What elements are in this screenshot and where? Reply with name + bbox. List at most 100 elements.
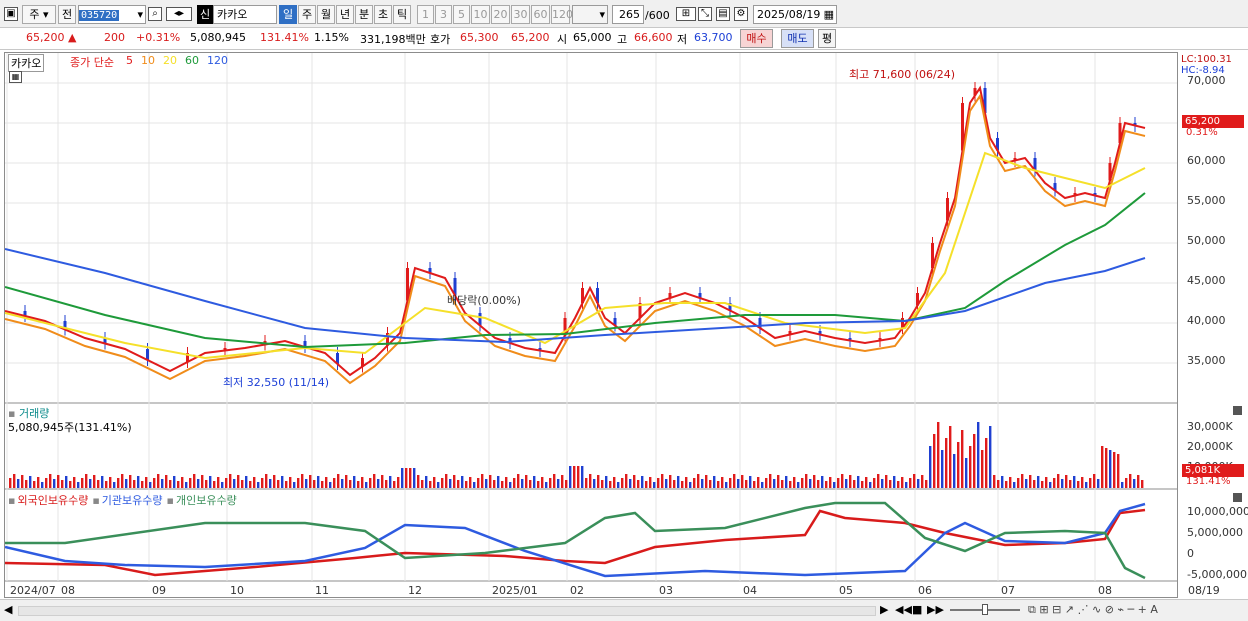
volume-bar (513, 478, 516, 488)
volume-bar (1061, 479, 1064, 488)
stop-icon[interactable]: ■ (912, 603, 923, 616)
period-mode-select[interactable]: 주 ▾ (22, 5, 56, 24)
interval-10-button[interactable]: 10 (471, 5, 490, 24)
volume-bar (461, 476, 464, 488)
scroll-left-icon[interactable]: ◀ (4, 603, 13, 616)
volume-bar (837, 478, 840, 488)
count-input[interactable]: 265 (612, 5, 644, 24)
volume-bar (541, 477, 544, 488)
rewind-icon[interactable]: ◀◀ (895, 603, 912, 616)
pane-close-icon[interactable] (1233, 493, 1242, 502)
x-axis-tick: 02 (570, 584, 584, 597)
interval-1-button[interactable]: 1 (417, 5, 434, 24)
volume-bar (649, 477, 652, 488)
search-icon[interactable]: ⌕ (148, 7, 162, 21)
interval-60-button[interactable]: 60 (531, 5, 550, 24)
volume-bar (677, 476, 680, 488)
dropdown-icon[interactable]: ▾ (137, 8, 143, 21)
volume-bar (33, 481, 36, 488)
draw-icon[interactable]: ⤡ (698, 7, 712, 21)
settings-icon[interactable]: ⚙ (734, 7, 748, 21)
volume-bar (637, 480, 640, 488)
volume-bar (761, 482, 764, 488)
chart-canvas[interactable] (5, 53, 1177, 597)
lc-label: LC:100.31 (1181, 54, 1232, 65)
volume-bar (13, 474, 16, 488)
volume-bar (341, 479, 344, 488)
horizontal-scrollbar[interactable] (18, 606, 876, 616)
volume-bar (81, 478, 84, 488)
volume-ratio: 131.41% (260, 31, 309, 44)
timeframe-6-button[interactable]: 틱 (393, 5, 411, 24)
volume-bar (957, 442, 960, 488)
timeframe-3-button[interactable]: 년 (336, 5, 354, 24)
stock-name-field[interactable]: 카카오 (213, 5, 277, 24)
interval-5-button[interactable]: 5 (453, 5, 470, 24)
date-input[interactable]: 2025/08/19 ▦ (753, 5, 837, 24)
volume-bar (981, 450, 984, 488)
interval-custom-field[interactable]: ▾ (572, 5, 608, 24)
layout-icon[interactable]: ▣ (4, 7, 18, 21)
volume-bar (249, 481, 252, 488)
interval-20-button[interactable]: 20 (491, 5, 510, 24)
interval-3-button[interactable]: 3 (435, 5, 452, 24)
volume-bar (309, 475, 312, 488)
volume-bar (485, 479, 488, 488)
sell-button[interactable]: 매도 (781, 29, 814, 48)
interval-120-button[interactable]: 120 (551, 5, 573, 24)
volume-bar (261, 478, 264, 488)
timeframe-0-button[interactable]: 일 (279, 5, 297, 24)
dropdown-icon[interactable]: ▾ (599, 8, 605, 21)
calendar-icon[interactable]: ▦ (823, 8, 834, 21)
eval-button[interactable]: 평 (818, 29, 836, 48)
prev-button[interactable]: 전 (58, 5, 76, 24)
volume-bar (1085, 482, 1088, 488)
volume-bar (621, 478, 624, 488)
last-pct-tag: 0.31% (1186, 127, 1218, 138)
interval-30-button[interactable]: 30 (511, 5, 530, 24)
buy-button[interactable]: 매수 (740, 29, 773, 48)
volume-bar (1073, 476, 1076, 488)
pane-close-icon[interactable] (1233, 406, 1242, 415)
timeframe-4-button[interactable]: 분 (355, 5, 373, 24)
volume-bar (829, 477, 832, 488)
volume-bar (437, 482, 440, 488)
timeframe-2-button[interactable]: 월 (317, 5, 335, 24)
volume-bar (581, 466, 584, 488)
volume-bar (853, 480, 856, 488)
volume-bar (421, 480, 424, 488)
volume-bar (273, 475, 276, 488)
candle-body (23, 311, 27, 316)
timeframe-5-button[interactable]: 초 (374, 5, 392, 24)
volume-bar (457, 480, 460, 488)
candle-body (1118, 123, 1122, 143)
volume-bar (781, 480, 784, 488)
volume-bar (169, 480, 172, 488)
volume-bar (281, 476, 284, 488)
speaker-icon[interactable]: ◂▸ (166, 7, 192, 21)
holdings-axis-tick: -5,000,000 (1187, 568, 1247, 581)
scroll-right-icon[interactable]: ▶ (880, 603, 889, 616)
volume-bar (845, 479, 848, 488)
code-input[interactable]: 035720 ▾ (78, 5, 146, 24)
chart-type-icon[interactable]: ⊞ (676, 7, 696, 21)
fast-forward-icon[interactable]: ▶▶ (927, 603, 944, 616)
grid-icon[interactable]: ▦ (9, 71, 22, 83)
volume-bar (609, 481, 612, 488)
volume-bar (673, 480, 676, 488)
volume-bar (997, 480, 1000, 488)
volume-bar (105, 481, 108, 488)
volume-bar (133, 480, 136, 488)
zoom-slider-thumb[interactable] (982, 604, 988, 615)
date-value: 2025/08/19 (757, 8, 821, 21)
volume-bar (1093, 474, 1096, 488)
ma20-line (5, 151, 1146, 360)
volume-bar (265, 474, 268, 488)
volume-bar (585, 478, 588, 488)
timeframe-1-button[interactable]: 주 (298, 5, 316, 24)
save-icon[interactable]: ▤ (716, 7, 730, 21)
tool-icons[interactable]: ⧉ ⊞ ⊟ ↗ ⋰ ∿ ⊘ ⌁ ─ + A (1028, 603, 1158, 616)
volume-bar (833, 482, 836, 488)
volume-bar (1041, 481, 1044, 488)
volume-bar (565, 480, 568, 488)
